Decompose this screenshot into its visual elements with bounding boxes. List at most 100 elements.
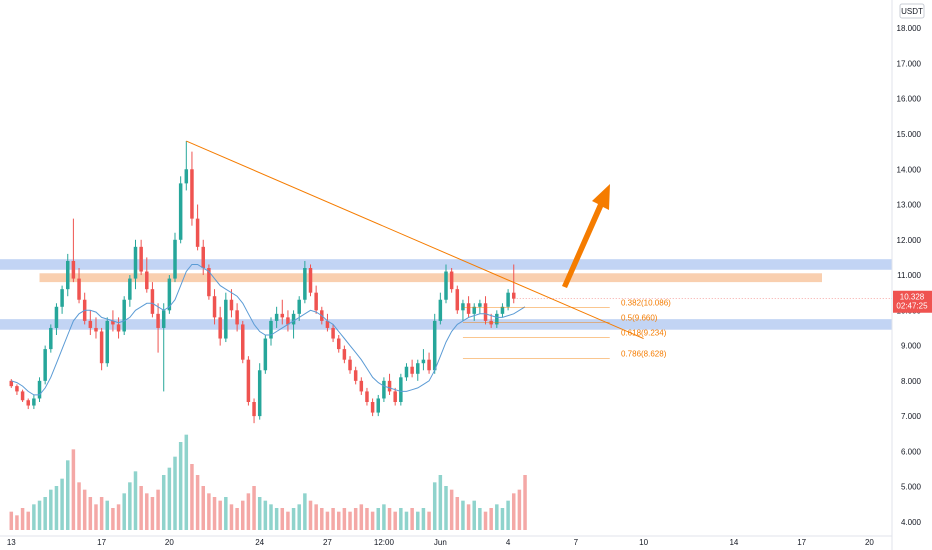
candle	[161, 303, 166, 392]
candle	[99, 327, 104, 371]
zone-band[interactable]	[39, 273, 823, 283]
candle-body	[190, 169, 194, 219]
candle-body	[336, 338, 341, 350]
candle-countdown: 02:47:25	[896, 302, 928, 311]
volume-bars	[9, 434, 527, 530]
fib-level-label: 0.786(8.628)	[621, 350, 667, 359]
time-tick-label: 12:00	[374, 538, 395, 547]
candle-body	[314, 292, 318, 311]
trendline-line[interactable]	[186, 140, 644, 339]
volume-bar	[246, 493, 251, 530]
candle-body	[88, 320, 93, 328]
candle	[483, 296, 488, 325]
candle	[26, 398, 30, 410]
candle	[116, 317, 121, 339]
candle	[54, 303, 59, 335]
zone-band[interactable]	[0, 319, 892, 330]
price-tick-label: 17.000	[897, 59, 922, 68]
volume-bar	[320, 508, 324, 530]
candle-body	[438, 299, 443, 321]
volume-bar	[478, 508, 482, 530]
candle-body	[511, 292, 516, 299]
candle-body	[9, 380, 14, 387]
volume-bar	[336, 511, 341, 530]
up-arrow-icon[interactable]	[562, 184, 610, 288]
arrow-annotation[interactable]	[562, 184, 610, 288]
candle	[82, 292, 87, 325]
candle	[297, 296, 301, 321]
volume-bar	[427, 511, 431, 530]
volume-bar	[252, 486, 256, 530]
candle	[410, 359, 414, 378]
volume-bar	[9, 511, 14, 530]
candle-body	[472, 306, 476, 314]
candle-body	[122, 299, 126, 332]
candle-body	[478, 303, 482, 307]
time-axis[interactable]: 13 17 20 24 27 12:00 Jun 4 7 10 14 17 20	[0, 535, 892, 547]
candle-body	[269, 320, 273, 339]
time-tick-label: 24	[255, 538, 264, 547]
trendline[interactable]	[186, 140, 644, 339]
time-tick-label: 20	[165, 538, 174, 547]
candle-body	[500, 306, 505, 314]
candle	[348, 356, 352, 374]
fibonacci-levels[interactable]: 0.382(10.086) 0.5(9.660) 0.618(9.234) 0.786…	[462, 298, 671, 359]
candle-body	[218, 317, 222, 339]
time-tick-label: 13	[7, 538, 16, 547]
candle-body	[348, 359, 352, 371]
volume-bar	[370, 511, 375, 530]
volume-bar	[37, 500, 42, 530]
candle	[9, 379, 14, 388]
candle	[444, 264, 448, 304]
candle	[20, 389, 25, 402]
volume-bar	[263, 500, 268, 530]
candle-body	[224, 299, 228, 339]
candle	[88, 310, 93, 335]
candle-body	[173, 239, 177, 279]
fib-level-label: 0.5(9.660)	[621, 313, 658, 322]
candle	[212, 289, 217, 325]
candle-body	[156, 313, 160, 328]
time-tick-label: 10	[639, 538, 648, 547]
volume-bar	[241, 500, 245, 530]
volume-bar	[26, 511, 30, 530]
candle	[455, 285, 460, 314]
candle-body	[207, 268, 211, 297]
candle-body	[342, 349, 347, 360]
candle	[195, 204, 200, 251]
candle	[404, 363, 409, 381]
candle-body	[77, 278, 81, 300]
currency-label: USDT	[901, 7, 923, 16]
candle-body	[178, 183, 183, 240]
candle	[184, 141, 189, 191]
price-tick-label: 4.000	[901, 518, 922, 527]
candle	[150, 282, 155, 318]
candle-body	[331, 327, 335, 339]
candle-body	[461, 303, 465, 311]
candle-body	[483, 303, 488, 321]
volume-bar	[387, 508, 392, 530]
volume-bar	[432, 482, 437, 530]
currency-badge[interactable]	[899, 3, 925, 19]
volume-bar	[331, 508, 335, 530]
volume-bar	[438, 475, 443, 530]
price-axis[interactable]: USDT 4.0005.0006.0007.0008.0009.00010.00…	[891, 0, 925, 550]
volume-bar	[399, 508, 403, 530]
volume-bar	[461, 500, 465, 530]
price-tick-label: 5.000	[901, 483, 922, 492]
volume-bar	[495, 504, 499, 530]
candle	[399, 373, 403, 406]
candle-body	[139, 246, 143, 272]
candle-body	[399, 377, 403, 402]
candle	[432, 313, 437, 374]
candle	[314, 285, 318, 314]
candle-body	[404, 366, 409, 378]
candle-body	[71, 260, 76, 279]
candle	[94, 317, 98, 339]
candle-body	[94, 327, 98, 332]
candle	[32, 394, 36, 410]
candle	[263, 335, 268, 374]
candle	[122, 296, 126, 335]
